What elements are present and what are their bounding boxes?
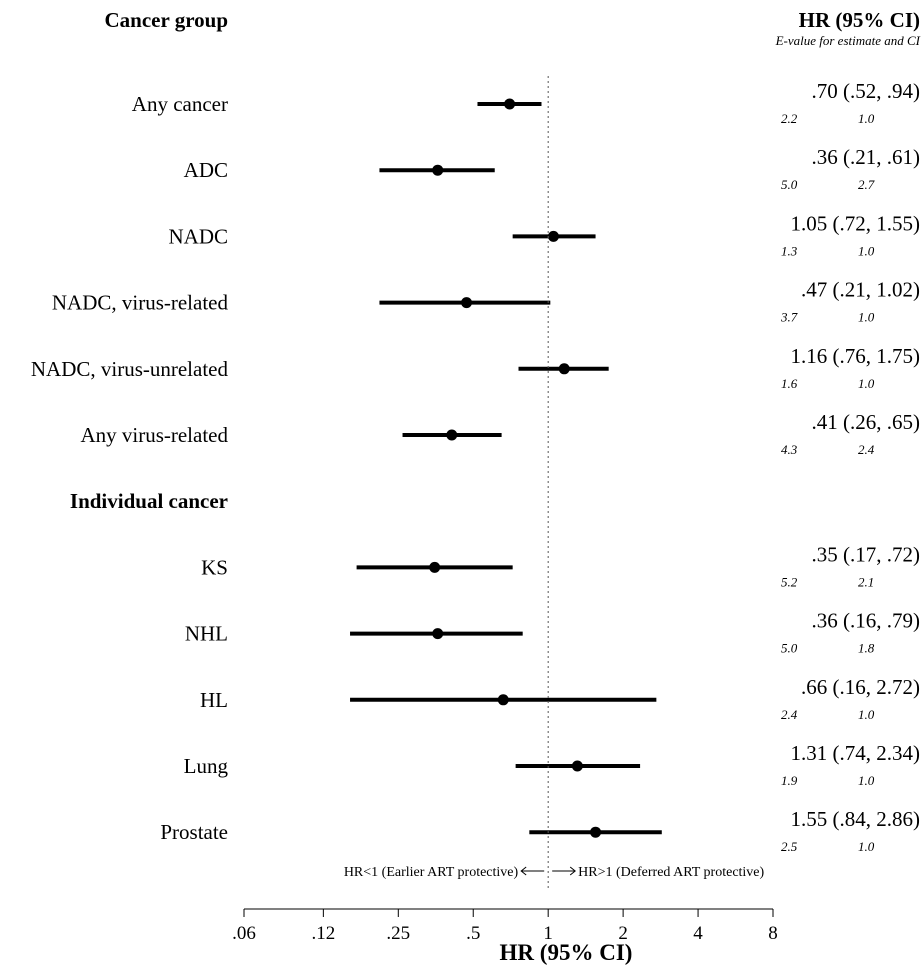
point-estimate-hl [497,694,509,706]
row-label-prostate: Prostate [160,820,228,844]
e-value-estimate-lung: 1.9 [781,773,798,788]
right-subheader: E-value for estimate and CI [775,33,921,48]
e-value-estimate-nadc: 1.3 [781,243,798,258]
row-label-nadc-virus-related: NADC, virus-related [52,291,229,315]
row-label-adc: ADC [184,158,228,182]
x-tick-label: .25 [386,923,410,944]
e-value-estimate-prostate: 2.5 [781,839,798,854]
row-label-hl: HL [200,688,228,712]
point-estimate-any-cancer [504,98,516,110]
left-header: Cancer group [105,8,228,32]
hr-ci-text-nadc: 1.05 (.72, 1.55) [791,211,921,235]
rows-layer: Any cancer .70 (.52, .94) 2.2 1.0 ADC .36 (.2… [31,79,920,854]
point-estimate-any-virus-related [446,429,458,441]
e-value-estimate-any-cancer: 2.2 [781,111,798,126]
x-tick-label: .06 [232,923,256,944]
point-estimate-prostate [590,826,602,838]
x-axis-ticks: .06 .12 .25 .5 1 2 4 8 [232,909,778,944]
point-estimate-lung [571,760,583,772]
hr-ci-text-adc: .36 (.21, .61) [812,145,921,169]
arrow-right-head [569,866,576,876]
hr-ci-text-nadc-virus-related: .47 (.21, 1.02) [801,278,920,302]
hr-ci-text-ks: .35 (.17, .72) [812,542,921,566]
x-axis-label: HR (95% CI) [500,940,633,965]
point-estimate-nadc-virus-unrelated [558,363,570,375]
e-value-estimate-nadc-virus-unrelated: 1.6 [781,376,798,391]
x-tick-label: 1 [543,923,553,944]
section-header-individual-cancer: Individual cancer [70,489,228,513]
e-value-ci-nadc-virus-related: 1.0 [858,310,875,325]
e-value-ci-prostate: 1.0 [858,839,875,854]
row-label-nadc: NADC [168,224,228,248]
hr-ci-text-any-virus-related: .41 (.26, .65) [812,410,921,434]
e-value-ci-nhl: 1.8 [858,641,875,656]
row-label-any-virus-related: Any virus-related [80,423,228,447]
row-label-lung: Lung [184,754,229,778]
hr-ci-text-nadc-virus-unrelated: 1.16 (.76, 1.75) [791,344,921,368]
point-estimate-nhl [432,628,444,640]
hr-ci-text-nhl: .36 (.16, .79) [812,609,921,633]
e-value-ci-nadc-virus-unrelated: 1.0 [858,376,875,391]
e-value-estimate-nadc-virus-related: 3.7 [780,310,798,325]
arrow-left-head [520,866,527,876]
e-value-estimate-nhl: 5.0 [781,641,798,656]
right-header: HR (95% CI) [799,8,920,32]
x-tick-label: 8 [768,923,778,944]
x-tick-label: 2 [618,923,628,944]
e-value-estimate-ks: 5.2 [781,574,798,589]
e-value-ci-adc: 2.7 [858,177,875,192]
e-value-ci-ks: 2.1 [858,574,874,589]
point-estimate-ks [429,561,441,573]
hr-ci-text-prostate: 1.55 (.84, 2.86) [791,807,921,831]
row-label-nhl: NHL [185,622,228,646]
row-label-any-cancer: Any cancer [132,92,228,116]
e-value-ci-any-virus-related: 2.4 [858,442,875,457]
e-value-estimate-any-virus-related: 4.3 [781,442,798,457]
e-value-ci-nadc: 1.0 [858,243,875,258]
point-estimate-nadc [547,230,559,242]
hr-ci-text-lung: 1.31 (.74, 2.34) [791,741,921,765]
e-value-ci-lung: 1.0 [858,773,875,788]
e-value-ci-hl: 1.0 [858,707,875,722]
x-tick-label: .5 [466,923,480,944]
e-value-ci-any-cancer: 1.0 [858,111,875,126]
hr-ci-text-hl: .66 (.16, 2.72) [801,675,920,699]
e-value-estimate-hl: 2.4 [781,707,798,722]
annotation-earlier-art: HR<1 (Earlier ART protective) [344,865,519,880]
point-estimate-nadc-virus-related [461,297,473,309]
annotation-arrows [520,866,576,876]
x-tick-label: .12 [311,923,335,944]
hr-ci-text-any-cancer: .70 (.52, .94) [812,79,921,103]
x-tick-label: 4 [693,923,703,944]
row-label-nadc-virus-unrelated: NADC, virus-unrelated [31,357,229,381]
e-value-estimate-adc: 5.0 [781,177,798,192]
row-label-ks: KS [201,555,228,579]
annotation-deferred-art: HR>1 (Deferred ART protective) [578,865,764,880]
point-estimate-adc [432,164,444,176]
